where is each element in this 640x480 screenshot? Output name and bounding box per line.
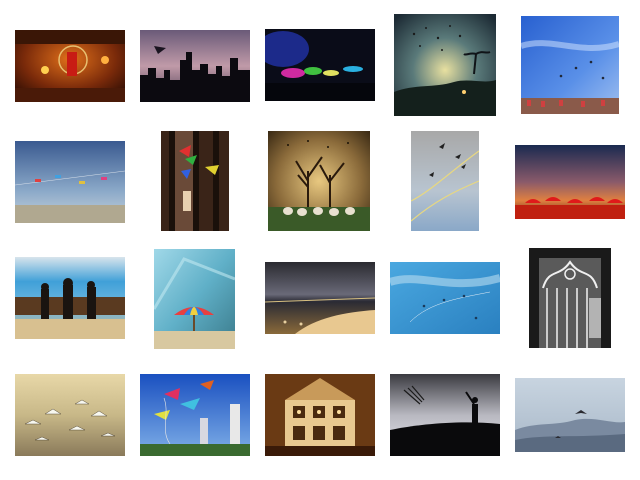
dollhouse-photo-icon: [265, 374, 375, 456]
city-skyline-photo-icon: [140, 30, 250, 102]
thumbnail-2[interactable]: [140, 30, 250, 102]
thumbnail-13[interactable]: [265, 262, 375, 334]
thumbnail-20[interactable]: [515, 378, 625, 452]
thumbnail-8[interactable]: [268, 131, 370, 231]
night-lights-photo-icon: [265, 29, 375, 101]
thumbnail-9[interactable]: [411, 131, 479, 231]
thumbnail-1[interactable]: [15, 30, 125, 102]
blue-sky-kites-photo-icon: [390, 262, 500, 334]
city-kites-photo-icon: [140, 374, 250, 456]
thumbnail-17[interactable]: [140, 374, 250, 456]
kite-line-birds-photo-icon: [411, 131, 479, 231]
ornate-gate-photo-icon: [529, 248, 611, 348]
thumbnail-3[interactable]: [265, 29, 375, 101]
thumbnail-12[interactable]: [154, 249, 235, 349]
thumbnail-15[interactable]: [529, 248, 611, 348]
trees-sheep-photo-icon: [268, 131, 370, 231]
thumbnail-10[interactable]: [515, 145, 625, 219]
thumbnail-11[interactable]: [15, 257, 125, 339]
kites-blue-sky-photo-icon: [521, 16, 619, 114]
thumbnail-19[interactable]: [390, 374, 500, 456]
stormy-beach-photo-icon: [265, 262, 375, 334]
wind-spinners-photo-icon: [161, 131, 229, 231]
thumbnail-7[interactable]: [161, 131, 229, 231]
thumbnail-4[interactable]: [394, 14, 496, 116]
sunset-umbrellas-photo-icon: [515, 145, 625, 219]
mountain-hawk-photo-icon: [515, 378, 625, 452]
pier-people-photo-icon: [15, 257, 125, 339]
thumbnail-6[interactable]: [15, 141, 125, 223]
seagulls-photo-icon: [15, 374, 125, 456]
beach-kites-photo-icon: [15, 141, 125, 223]
thumbnail-14[interactable]: [390, 262, 500, 334]
island-birds-photo-icon: [394, 14, 496, 116]
beach-umbrella-photo-icon: [154, 249, 235, 349]
thumbnail-18[interactable]: [265, 374, 375, 456]
silhouette-kite-photo-icon: [390, 374, 500, 456]
carousel-lantern-photo-icon: [15, 30, 125, 102]
thumbnail-5[interactable]: [521, 16, 619, 114]
thumbnail-16[interactable]: [15, 374, 125, 456]
